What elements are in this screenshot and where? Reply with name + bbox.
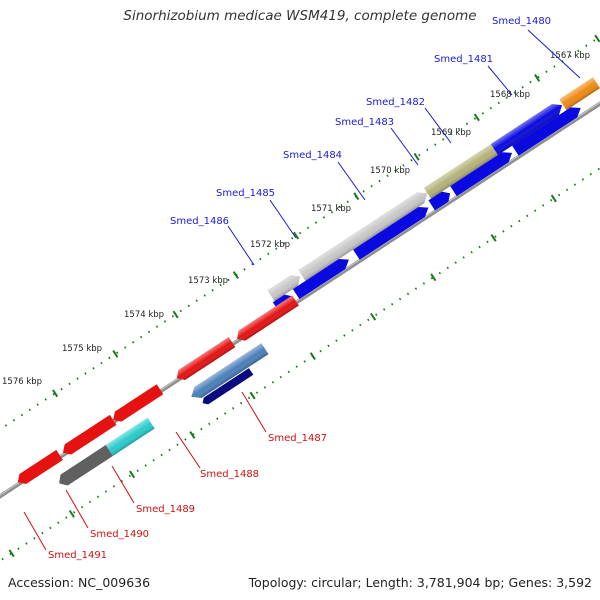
scale-label-1576: 1576 kbp xyxy=(2,377,42,387)
ruler-tick xyxy=(490,233,497,242)
gene-smed-1490-gloss xyxy=(105,417,155,456)
genome-backbone xyxy=(0,68,600,532)
label-smed-1489[interactable]: Smed_1489 xyxy=(136,504,195,515)
leader-smed-1483 xyxy=(390,127,419,166)
ruler-tick xyxy=(309,352,316,361)
gene-smed-1482-gloss xyxy=(423,144,498,199)
leader-smed-1489 xyxy=(111,465,135,504)
label-smed-1487[interactable]: Smed_1487 xyxy=(268,433,327,444)
scale-label-1575: 1575 kbp xyxy=(62,344,102,354)
scale-label-1568: 1568 kbp xyxy=(490,90,530,100)
ruler-tick xyxy=(249,391,256,400)
ruler-tick xyxy=(8,549,15,558)
label-smed-1481[interactable]: Smed_1481 xyxy=(434,54,493,65)
gene-smed-1489b-gloss xyxy=(176,337,236,381)
gene-smed-1485[interactable] xyxy=(353,203,432,260)
ruler-tick xyxy=(172,310,179,319)
leader-smed-1491 xyxy=(23,511,47,551)
scale-label-1573: 1573 kbp xyxy=(188,276,228,286)
forward-strand-inner xyxy=(272,103,584,313)
label-smed-1491[interactable]: Smed_1491 xyxy=(48,550,107,561)
gene-smed-1491a[interactable] xyxy=(110,384,164,425)
scale-labels: 1567 kbp 1568 kbp 1569 kbp 1570 kbp 1571… xyxy=(2,51,590,387)
label-smed-1484[interactable]: Smed_1484 xyxy=(283,150,342,161)
gene-smed-1489-gloss xyxy=(236,295,299,341)
scale-label-1567: 1567 kbp xyxy=(550,51,590,61)
gene-smed-1485b[interactable] xyxy=(292,255,352,300)
ruler-tick xyxy=(232,271,239,279)
leader-smed-1487 xyxy=(241,391,267,433)
gene-smed-1480-gloss xyxy=(559,77,600,111)
leader-smed-1481 xyxy=(487,65,513,96)
gene-smed-1491c[interactable] xyxy=(14,449,63,487)
leader-smed-1482 xyxy=(424,107,452,144)
gene-smed-1481-part[interactable] xyxy=(512,103,584,156)
gene-smed-1488[interactable] xyxy=(200,368,254,406)
accession-text: Accession: NC_009636 xyxy=(8,575,151,590)
gene-smed-1490b[interactable] xyxy=(56,445,113,489)
label-smed-1483[interactable]: Smed_1483 xyxy=(335,117,394,128)
ruler-tick xyxy=(413,152,420,161)
label-smed-1482[interactable]: Smed_1482 xyxy=(366,97,425,108)
ruler-tick xyxy=(52,389,59,398)
scale-label-1571: 1571 kbp xyxy=(311,204,351,214)
leader-smed-1484 xyxy=(337,161,366,201)
label-smed-1488[interactable]: Smed_1488 xyxy=(200,469,259,480)
gene-smed-1491b[interactable] xyxy=(60,414,117,458)
scale-label-1574: 1574 kbp xyxy=(124,310,164,320)
leader-smed-1488 xyxy=(175,431,201,469)
scale-label-1570: 1570 kbp xyxy=(370,166,410,176)
leader-smed-1480 xyxy=(527,29,581,79)
scale-label-1569: 1569 kbp xyxy=(431,128,471,138)
ruler-tick xyxy=(189,431,196,439)
scale-label-1572: 1572 kbp xyxy=(250,240,290,250)
reverse-strand-inner xyxy=(14,295,299,487)
ruler-tick xyxy=(550,194,557,203)
ruler-tick xyxy=(430,273,437,282)
label-smed-1485[interactable]: Smed_1485 xyxy=(216,188,275,199)
ruler-tick xyxy=(473,113,480,122)
ruler-tick xyxy=(293,231,300,240)
gene-smed-1483b[interactable] xyxy=(428,188,453,211)
ruler-tick xyxy=(534,74,541,82)
ruler-tick xyxy=(370,312,377,321)
ruler-tick xyxy=(112,349,119,358)
ruler-tick xyxy=(129,470,136,479)
ruler-tick xyxy=(68,509,75,518)
ruler-ticks-lower xyxy=(8,194,557,558)
ruler-ticks-upper xyxy=(52,34,600,398)
reverse-gene-labels: Smed_1487 Smed_1488 Smed_1489 Smed_1490 … xyxy=(23,391,327,561)
forward-strand-outer xyxy=(267,77,600,302)
forward-gene-labels: Smed_1480 Smed_1481 Smed_1482 Smed_1483 … xyxy=(170,16,581,266)
label-smed-1480[interactable]: Smed_1480 xyxy=(492,16,551,27)
map-title: Sinorhizobium medicae WSM419, complete g… xyxy=(123,8,477,24)
leader-smed-1485 xyxy=(269,199,297,239)
gene-smed-1486-gloss xyxy=(267,274,301,302)
gene-smed-1487-gloss xyxy=(191,343,269,398)
label-smed-1486[interactable]: Smed_1486 xyxy=(170,216,229,227)
reverse-strand-outer xyxy=(56,343,269,489)
gene-smed-1481-gloss xyxy=(490,104,563,155)
leader-smed-1486 xyxy=(227,225,255,266)
label-smed-1490[interactable]: Smed_1490 xyxy=(90,529,149,540)
genome-summary-text: Topology: circular; Length: 3,781,904 bp… xyxy=(248,575,592,590)
ruler-tick xyxy=(594,34,600,43)
leader-smed-1490 xyxy=(65,489,89,529)
map-rotated-frame xyxy=(0,22,600,576)
gene-smed-1483[interactable] xyxy=(450,148,515,197)
gene-smed-1484-gloss xyxy=(298,192,428,281)
ruler-tick xyxy=(353,192,360,201)
